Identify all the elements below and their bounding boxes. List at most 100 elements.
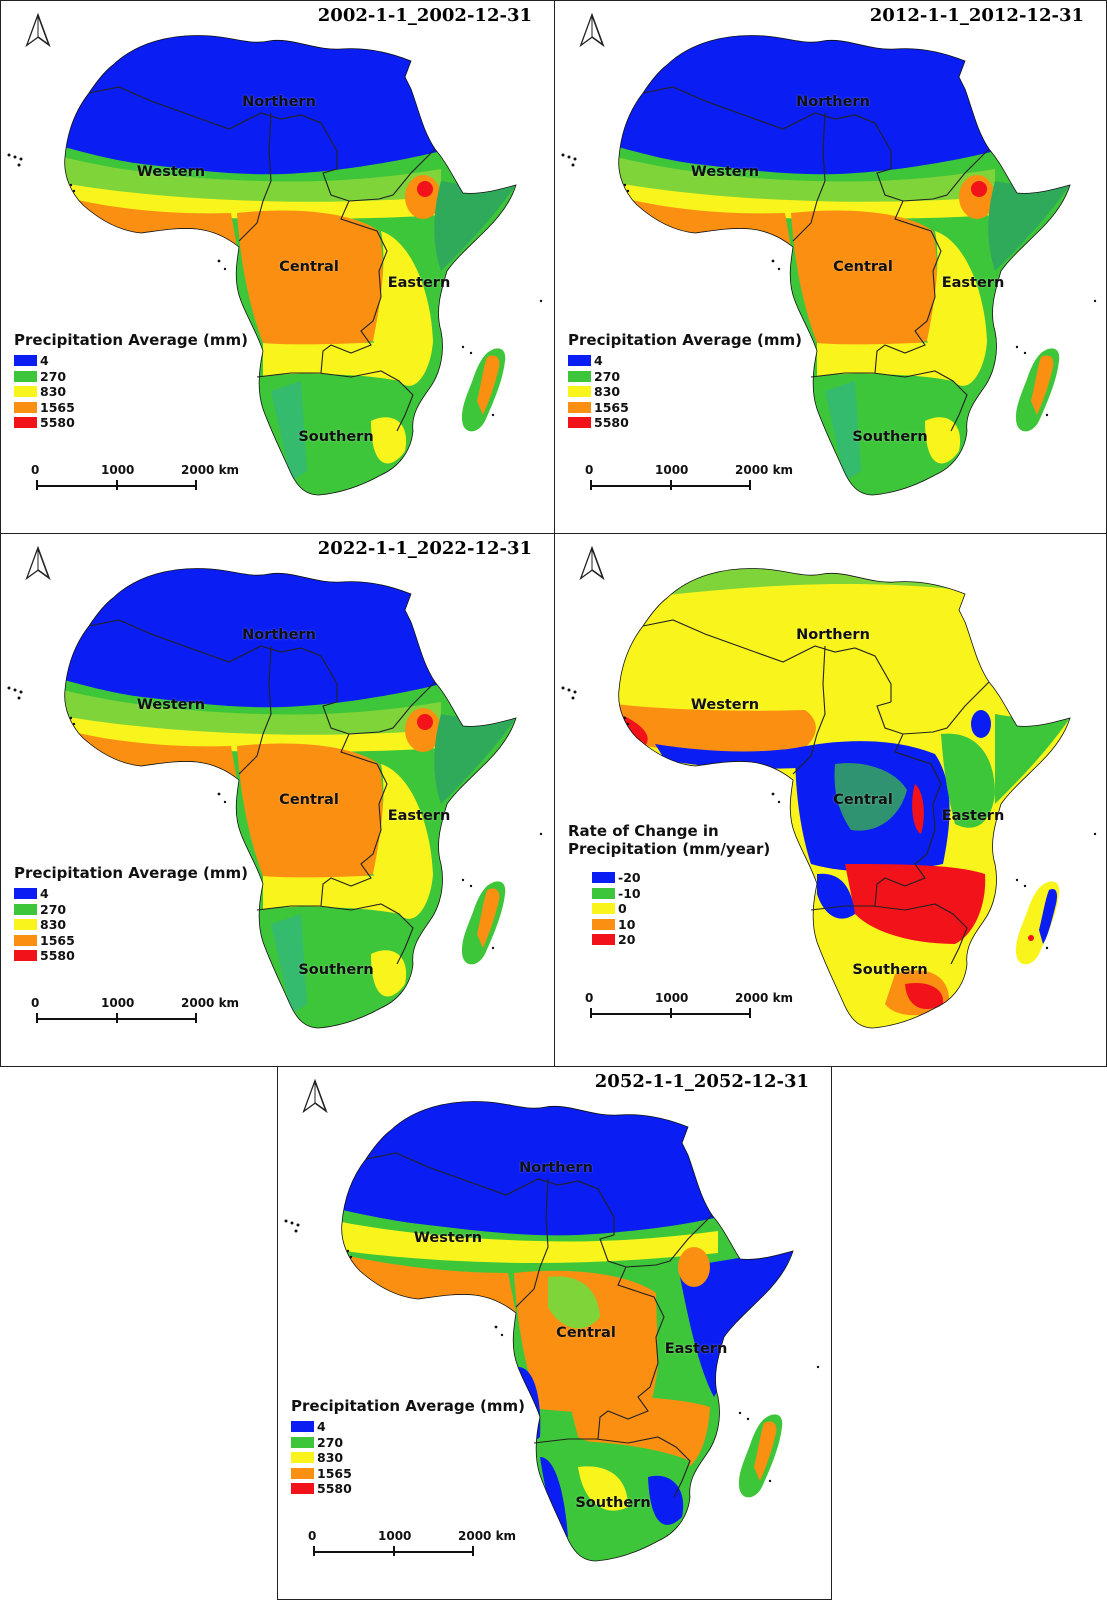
legend-swatch: [592, 872, 615, 884]
legend: Precipitation Average (mm) 4 270 830 1565 55…: [14, 864, 248, 964]
scale-label-1000: 1000: [101, 996, 135, 1010]
legend-swatch: [14, 386, 37, 398]
scale-label-2000: 2000 km: [181, 996, 240, 1010]
scale-bar: 0 1000 2000 km: [308, 1529, 518, 1559]
region-label-western: Western: [136, 164, 206, 180]
region-label-southern: Southern: [575, 1495, 651, 1511]
region-label-southern: Southern: [298, 429, 374, 445]
scale-tick: [116, 480, 118, 490]
region-label-eastern: Eastern: [941, 808, 1005, 824]
legend-swatch: [568, 355, 591, 367]
panel-title: 2012-1-1_2012-12-31: [869, 5, 1084, 26]
legend-value: 10: [618, 916, 636, 932]
legend: Precipitation Average (mm) 4 270 830 1565 55…: [14, 331, 248, 431]
scale-label-0: 0: [31, 996, 40, 1010]
precipitation-map: [1, 534, 555, 1067]
legend-entry: 270: [568, 369, 802, 385]
region-label-northern: Northern: [796, 94, 870, 110]
legend-swatch: [14, 370, 37, 382]
scale-tick: [36, 480, 38, 490]
region-label-eastern: Eastern: [664, 1341, 728, 1357]
legend-value: 20: [618, 932, 636, 948]
precipitation-change-map: [555, 534, 1107, 1067]
scale-tick: [313, 1546, 315, 1556]
legend: Precipitation Average (mm) 4 270 830 1565 55…: [568, 331, 802, 431]
legend-value: -20: [618, 870, 641, 886]
scale-tick: [472, 1546, 474, 1556]
legend-entry: 830: [291, 1450, 525, 1466]
legend-value: 830: [594, 384, 621, 400]
legend-swatch: [592, 918, 615, 930]
legend-entry: 5580: [291, 1481, 525, 1497]
legend-swatch: [14, 903, 37, 915]
scale-tick: [670, 1008, 672, 1018]
region-label-central: Central: [556, 1325, 616, 1341]
legend-entry: -10: [592, 886, 770, 902]
legend-swatch: [14, 401, 37, 413]
legend-entry: 830: [568, 384, 802, 400]
legend-value: 5580: [40, 948, 75, 964]
legend-value: 1565: [317, 1465, 352, 1481]
legend-entry: 270: [14, 369, 248, 385]
legend-title: Precipitation Average (mm): [14, 331, 248, 349]
scale-label-0: 0: [308, 1529, 317, 1543]
north-arrow-icon: [26, 547, 50, 579]
legend-title: Precipitation Average (mm): [568, 331, 802, 349]
precipitation-map: [1, 1, 555, 534]
region-label-southern: Southern: [852, 429, 928, 445]
panel-title: 2002-1-1_2002-12-31: [317, 5, 532, 26]
scale-tick: [590, 480, 592, 490]
scale-bar: 0 1000 2000 km: [31, 996, 241, 1026]
scale-tick: [749, 1008, 751, 1018]
legend-value: 5580: [594, 415, 629, 431]
panel-title: 2022-1-1_2022-12-31: [317, 538, 532, 559]
region-label-eastern: Eastern: [387, 808, 451, 824]
precipitation-map: [278, 1067, 832, 1600]
legend-entry: 4: [14, 886, 248, 902]
legend-swatch: [14, 417, 37, 429]
map-panel-2022: 2022-1-1_2022-12-31 Northern Western Cen…: [0, 533, 555, 1067]
legend-value: 270: [317, 1434, 344, 1450]
legend-value: 0: [618, 901, 627, 917]
legend-value: 1565: [594, 399, 629, 415]
legend-entry: 4: [14, 353, 248, 369]
legend-value: 270: [594, 368, 621, 384]
legend-value: 830: [40, 917, 67, 933]
scale-bar: 0 1000 2000 km: [585, 463, 795, 493]
legend-swatch: [592, 887, 615, 899]
legend-entry: 270: [14, 902, 248, 918]
scale-tick: [670, 480, 672, 490]
legend-swatch: [291, 1421, 314, 1433]
region-label-central: Central: [833, 792, 893, 808]
region-label-southern: Southern: [298, 962, 374, 978]
scale-label-1000: 1000: [378, 1529, 412, 1543]
legend-swatch: [14, 950, 37, 962]
legend-entry: 5580: [14, 415, 248, 431]
scale-tick: [393, 1546, 395, 1556]
north-arrow-icon: [580, 14, 604, 46]
region-label-western: Western: [136, 697, 206, 713]
legend-entry: 830: [14, 384, 248, 400]
scale-label-2000: 2000 km: [458, 1529, 517, 1543]
scale-label-1000: 1000: [655, 991, 689, 1005]
legend-swatch: [14, 919, 37, 931]
legend-title-line1: Rate of Change in: [568, 822, 719, 840]
legend-title-line2: Precipitation (mm/year): [568, 840, 771, 858]
legend-value: 5580: [317, 1481, 352, 1497]
scale-label-0: 0: [31, 463, 40, 477]
scale-tick: [195, 1013, 197, 1023]
legend-value: 830: [40, 384, 67, 400]
map-panel-rate-of-change: Northern Western Central Eastern Souther…: [554, 533, 1107, 1067]
map-panel-2012: 2012-1-1_2012-12-31 Northern Western Cen…: [554, 0, 1107, 534]
legend-value: 270: [40, 368, 67, 384]
legend-value: 270: [40, 901, 67, 917]
scale-tick: [36, 1013, 38, 1023]
legend: Precipitation Average (mm) 4 270 830 1565 55…: [291, 1397, 525, 1497]
region-label-western: Western: [690, 164, 760, 180]
scale-tick: [116, 1013, 118, 1023]
legend-title: Precipitation Average (mm): [14, 864, 248, 882]
scale-label-2000: 2000 km: [735, 991, 794, 1005]
scale-tick: [195, 480, 197, 490]
region-label-central: Central: [833, 259, 893, 275]
legend-swatch: [592, 903, 615, 915]
